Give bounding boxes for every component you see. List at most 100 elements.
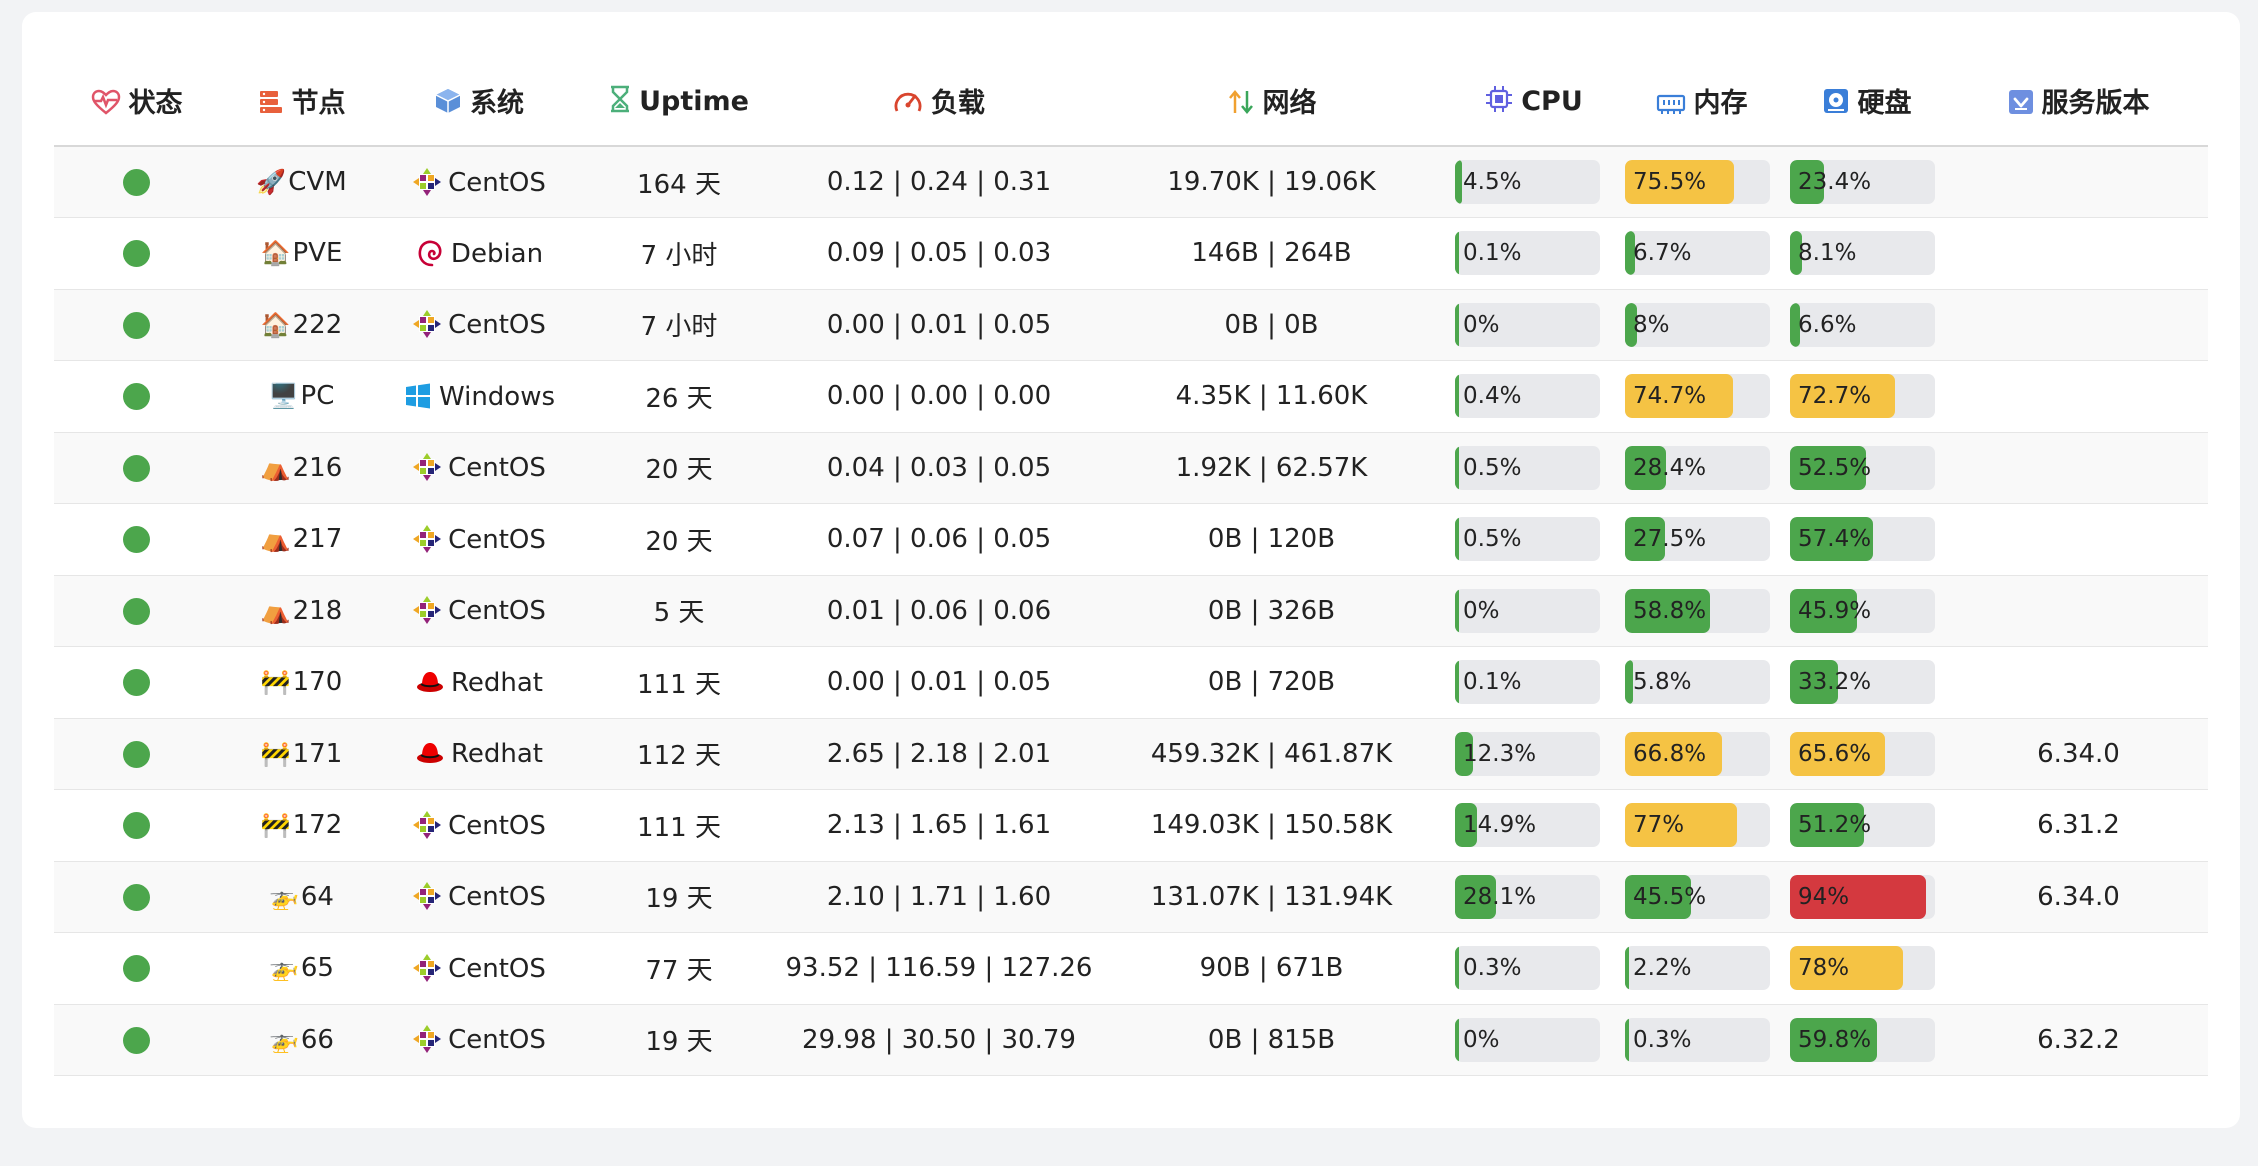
header-disk-label: 硬盘 bbox=[1857, 88, 1912, 119]
header-uptime[interactable]: Uptime bbox=[574, 56, 784, 147]
header-disk[interactable]: 硬盘 bbox=[1784, 56, 1949, 147]
table-row[interactable]: 🚧170 Redhat 111 天 0.00 | 0.01 | 0.05 0B | 72… bbox=[54, 646, 2208, 719]
header-version-label: 服务版本 bbox=[2041, 88, 2150, 119]
header-load[interactable]: 负载 bbox=[784, 56, 1094, 147]
memory-usage-fill bbox=[1625, 946, 1629, 991]
table-row[interactable]: 🏠PVE Debian 7 小时 0.09 | 0.05 | 0.03 146B | 2… bbox=[54, 217, 2208, 290]
status-cell bbox=[54, 289, 219, 361]
table-row[interactable]: 🚁65 CentOS 77 天 93.52 | 116.59 | 127.26 90B … bbox=[54, 932, 2208, 1005]
cpu-usage-bar: 12.3% bbox=[1455, 731, 1600, 776]
cpu-cell: 0.1% bbox=[1449, 217, 1619, 290]
table-row[interactable]: 🚧172 CentOS 111 天 2.13 | 1.65 | 1.61 149.03K… bbox=[54, 789, 2208, 862]
cpu-usage-text: 0.5% bbox=[1463, 526, 1522, 553]
system-cell: CentOS bbox=[384, 575, 574, 647]
uptime-cell: 164 天 bbox=[574, 146, 784, 218]
disk-cell: 45.9% bbox=[1784, 575, 1949, 647]
memory-icon bbox=[1656, 94, 1685, 114]
online-status-dot bbox=[123, 454, 150, 482]
table-row[interactable]: 🚁64 CentOS 19 天 2.10 | 1.71 | 1.60 131.07K |… bbox=[54, 861, 2208, 933]
centos-icon bbox=[413, 310, 442, 339]
table-row[interactable]: 🖥️PC Windows 26 天 0.00 | 0.00 | 0.00 4.35K |… bbox=[54, 360, 2208, 433]
node-emoji-icon: 🚀 bbox=[256, 168, 287, 196]
disk-usage-fill bbox=[1790, 445, 1867, 490]
cpu-usage-text: 4.5% bbox=[1463, 169, 1522, 195]
header-network[interactable]: 网络 bbox=[1094, 56, 1449, 147]
disk-cell: 51.2% bbox=[1784, 789, 1949, 862]
version-cell bbox=[1949, 432, 2208, 504]
system-cell: CentOS bbox=[384, 289, 574, 361]
cpu-usage-text: 0.1% bbox=[1463, 669, 1522, 696]
load-cell: 2.65 | 2.18 | 2.01 bbox=[784, 718, 1094, 790]
status-cell bbox=[54, 646, 219, 719]
header-version[interactable]: 服务版本 bbox=[1949, 56, 2208, 147]
memory-cell: 75.5% bbox=[1619, 146, 1784, 218]
cpu-usage-fill bbox=[1455, 160, 1462, 204]
memory-usage-fill bbox=[1625, 731, 1722, 776]
table-row[interactable]: 🏠222 CentOS 7 小时 0.00 | 0.01 | 0.05 0B | 0B 0… bbox=[54, 289, 2208, 361]
table-row[interactable]: 🚁66 CentOS 19 天 29.98 | 30.50 | 30.79 0B | 8… bbox=[54, 1004, 2208, 1076]
network-cell: 4.35K | 11.60K bbox=[1094, 360, 1449, 433]
node-emoji-icon: 🏠 bbox=[260, 239, 291, 268]
table-row[interactable]: ⛺218 CentOS 5 天 0.01 | 0.06 | 0.06 0B | 326B… bbox=[54, 575, 2208, 647]
load-cell: 0.00 | 0.01 | 0.05 bbox=[784, 646, 1094, 719]
memory-usage-fill bbox=[1625, 803, 1737, 848]
uptime-cell: 5 天 bbox=[574, 575, 784, 647]
disk-cell: 94% bbox=[1784, 861, 1949, 933]
memory-usage-fill bbox=[1625, 302, 1637, 347]
cpu-usage-bar: 0.3% bbox=[1455, 946, 1600, 991]
online-status-dot bbox=[123, 240, 150, 268]
header-system[interactable]: 系统 bbox=[384, 56, 574, 147]
redhat-icon bbox=[416, 671, 443, 692]
header-status[interactable]: 状态 bbox=[54, 56, 219, 147]
memory-usage-bar: 58.8% bbox=[1625, 588, 1770, 633]
disk-usage-text: 33.2% bbox=[1798, 669, 1872, 696]
memory-usage-fill bbox=[1625, 874, 1691, 919]
header-memory[interactable]: 内存 bbox=[1619, 56, 1784, 147]
header-network-label: 网络 bbox=[1262, 88, 1317, 119]
disk-usage-text: 6.6% bbox=[1798, 311, 1857, 338]
memory-usage-fill bbox=[1625, 517, 1665, 562]
status-cell bbox=[54, 503, 219, 576]
disk-usage-fill bbox=[1790, 374, 1896, 419]
memory-usage-text: 2.2% bbox=[1633, 955, 1692, 982]
node-cell: 🚧170 bbox=[219, 646, 384, 719]
cpu-usage-text: 0.4% bbox=[1463, 383, 1522, 410]
memory-usage-fill bbox=[1625, 445, 1667, 490]
cpu-usage-fill bbox=[1455, 517, 1459, 562]
load-cell: 0.00 | 0.01 | 0.05 bbox=[784, 289, 1094, 361]
node-cell: 🏠PVE bbox=[219, 217, 384, 290]
version-cell bbox=[1949, 503, 2208, 576]
header-cpu[interactable]: CPU bbox=[1449, 56, 1619, 147]
heartbeat-icon bbox=[91, 89, 120, 115]
disk-usage-text: 65.6% bbox=[1798, 740, 1872, 767]
table-row[interactable]: ⛺216 CentOS 20 天 0.04 | 0.03 | 0.05 1.92K | … bbox=[54, 432, 2208, 504]
table-row[interactable]: 🚧171 Redhat 112 天 2.65 | 2.18 | 2.01 459.32K… bbox=[54, 718, 2208, 790]
memory-usage-text: 45.5% bbox=[1633, 883, 1707, 910]
disk-usage-text: 57.4% bbox=[1798, 526, 1872, 553]
cpu-cell: 0.5% bbox=[1449, 503, 1619, 576]
node-name: 170 bbox=[292, 667, 343, 698]
memory-usage-text: 66.8% bbox=[1633, 740, 1707, 767]
network-cell: 1.92K | 62.57K bbox=[1094, 432, 1449, 504]
table-row[interactable]: 🚀CVM CentOS 164 天 0.12 | 0.24 | 0.31 19.70K … bbox=[54, 146, 2208, 218]
memory-cell: 77% bbox=[1619, 789, 1784, 862]
cpu-usage-text: 0.5% bbox=[1463, 454, 1522, 481]
cpu-usage-text: 0.3% bbox=[1463, 955, 1522, 982]
centos-icon bbox=[413, 882, 442, 911]
memory-usage-text: 77% bbox=[1633, 812, 1685, 839]
memory-usage-fill bbox=[1625, 160, 1735, 204]
disk-usage-fill bbox=[1790, 588, 1857, 633]
memory-usage-text: 6.7% bbox=[1633, 240, 1692, 267]
header-node[interactable]: 节点 bbox=[219, 56, 384, 147]
node-name: 65 bbox=[300, 953, 334, 984]
online-status-dot bbox=[123, 740, 150, 768]
memory-usage-text: 74.7% bbox=[1633, 383, 1707, 410]
node-emoji-icon: 🚁 bbox=[269, 1025, 299, 1054]
load-cell: 0.00 | 0.00 | 0.00 bbox=[784, 360, 1094, 433]
disk-cell: 72.7% bbox=[1784, 360, 1949, 433]
version-cell: 6.31.2 bbox=[1949, 789, 2208, 862]
table-row[interactable]: ⛺217 CentOS 20 天 0.07 | 0.06 | 0.05 0B | 120… bbox=[54, 503, 2208, 576]
system-cell: CentOS bbox=[384, 789, 574, 862]
disk-usage-bar: 78% bbox=[1790, 946, 1935, 991]
node-emoji-icon: ⛺ bbox=[260, 525, 291, 554]
